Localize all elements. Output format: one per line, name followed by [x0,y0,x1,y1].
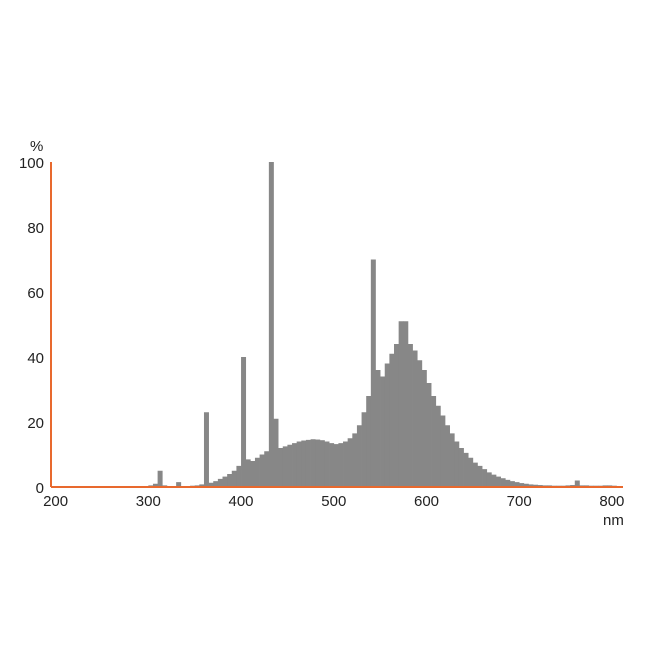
spectrum-bar-73 [486,472,492,488]
spectrum-bar-56 [407,344,413,487]
x-axis-unit-label: nm [603,512,624,529]
spectrum-bar-51 [384,363,390,487]
spectrum-bar-12 [203,412,209,487]
spectrum-bar-32 [296,441,302,487]
spectrum-bar-33 [301,440,307,487]
spectrum-bar-47 [366,396,372,487]
spectrum-bar-69 [468,457,474,487]
spectrum-bar-55 [403,321,409,487]
spectrum-bar-48 [370,259,376,487]
spectrum-bar-18 [231,470,237,487]
spectrum-bar-70 [472,462,478,488]
spectrum-bar-76 [500,478,506,487]
spectrum-bar-60 [426,383,432,487]
spectrum-bar-14 [213,481,219,487]
spectrum-bar-19 [236,465,242,488]
spectrum-bar-42 [343,441,349,487]
spectrum-bar-59 [421,370,427,487]
spectrum-bar-79 [514,482,520,488]
spectrum-bar-62 [435,405,441,487]
spectrum-bar-36 [315,439,321,487]
spectrum-bar-49 [375,370,381,487]
spectrum-bar-50 [380,376,386,487]
spectrum-bar-61 [431,396,437,487]
y-tick-label-3: 60 [27,285,44,302]
spectrum-bar-44 [352,433,358,488]
spectrum-bar-26 [268,162,274,487]
spectrum-bar-54 [398,321,404,487]
spectrum-bar-27 [273,418,279,487]
spectrum-bar-52 [389,353,395,487]
x-tick-label-3: 500 [321,493,346,510]
spectrum-bar-57 [412,350,418,487]
spectrum-bar-37 [319,440,325,487]
spectrum-bar-20 [241,357,247,487]
spectrum-bar-22 [250,461,256,487]
spectrum-bar-80 [519,483,525,487]
x-tick-label-2: 400 [228,493,253,510]
spectrum-bar-83 [533,484,539,487]
spectrum-bar-29 [282,446,288,488]
spectrum-bar-28 [278,448,284,487]
y-tick-label-5: 100 [19,155,44,172]
spectrum-bar-43 [347,438,353,487]
spectrum-bar-11 [199,484,205,487]
spectrum-bar-39 [329,443,335,488]
y-tick-label-0: 0 [36,480,44,497]
spectrum-bar-15 [217,478,223,488]
y-tick-label-4: 80 [27,220,44,237]
x-tick-label-4: 600 [414,493,439,510]
y-axis-ticks: 0 20 40 60 80 100 [19,155,44,497]
x-tick-label-5: 700 [507,493,532,510]
spectrum-bar-35 [310,439,316,487]
spectrum-bar-71 [477,465,483,488]
spectrum-bar-45 [356,425,362,487]
spectrum-bar-46 [361,412,367,487]
spectrum-bar-67 [458,448,464,487]
spectrum-bar-34 [305,439,311,488]
spectrum-bar-38 [324,441,330,487]
spectrum-bar-74 [491,474,497,487]
x-tick-label-6: 800 [599,493,624,510]
spectrum-bar-68 [463,452,469,488]
spectrum-bar-58 [417,360,423,487]
spectrum-bar-64 [445,425,450,487]
spectrum-bar-23 [254,457,260,487]
spectrum-bar-1 [152,483,158,487]
x-axis-ticks: 200 300 400 500 600 700 800 [43,493,624,510]
spectrum-bar-25 [264,451,270,487]
spectrum-bar-72 [482,469,488,488]
spectrum-bar-66 [454,441,460,487]
x-tick-label-0: 200 [43,493,68,510]
spectrum-bar-92 [574,480,580,487]
y-axis-unit-label: % [30,138,43,155]
spectrum-bars [148,162,622,488]
x-tick-label-1: 300 [136,493,161,510]
spectrum-bar-78 [509,481,515,487]
spectrum-bar-16 [222,476,228,487]
spectrum-bar-40 [333,444,339,487]
spectrum-bar-63 [440,415,446,487]
spectrum-bar-30 [287,444,293,487]
spectrum-bar-17 [227,474,233,487]
spectrum-bar-2 [157,470,163,487]
spectrum-bar-21 [245,459,251,488]
y-tick-label-2: 40 [27,350,44,367]
y-tick-label-1: 20 [27,415,44,432]
spectrum-bar-24 [259,454,265,487]
spectrum-bar-77 [505,479,511,487]
spectrum-bar-65 [449,433,455,488]
spectrum-bar-6 [176,482,182,488]
spectrum-bar-13 [208,482,214,487]
spectrum-bar-75 [495,476,501,487]
spectrum-bar-81 [523,483,529,487]
spectrum-bar-82 [528,484,534,487]
spectrum-bar-31 [292,443,298,488]
spectrum-bar-41 [338,443,344,488]
spectrum-bar-53 [394,344,399,487]
